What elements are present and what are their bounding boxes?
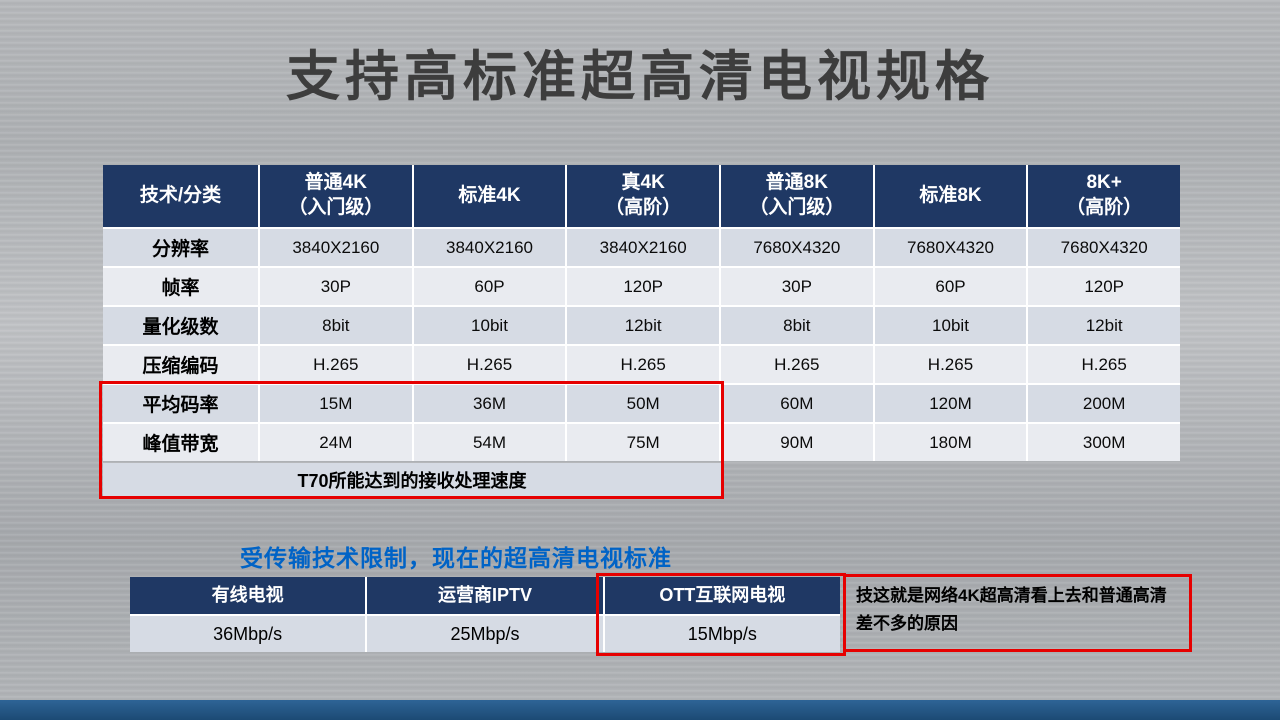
data-cell: 200M bbox=[1028, 385, 1180, 422]
slide-title: 支持高标准超高清电视规格 bbox=[286, 47, 994, 107]
bw-header-ott: OTT互联网电视 bbox=[604, 577, 840, 614]
data-cell: 120P bbox=[1028, 268, 1180, 305]
transmission-limit-subtitle: 受传输技术限制，现在的超高清电视标准 bbox=[240, 545, 672, 571]
bw-value-cable: 36Mbp/s bbox=[130, 616, 366, 652]
data-cell: 300M bbox=[1028, 424, 1180, 461]
data-cell: 3840X2160 bbox=[567, 229, 719, 266]
reason-note-box: 技这就是网络4K超高清看上去和普通高清差不多的原因 bbox=[843, 574, 1192, 652]
row-label-bitdepth: 量化级数 bbox=[103, 307, 258, 344]
data-cell: 8bit bbox=[260, 307, 412, 344]
data-cell: 7680X4320 bbox=[1028, 229, 1180, 266]
spec-header-8k-plus: 8K+ （高阶） bbox=[1028, 165, 1180, 227]
data-cell: 54M bbox=[413, 424, 566, 461]
row-label-peak-bandwidth: 峰值带宽 bbox=[103, 424, 258, 461]
bw-header-iptv: 运营商IPTV bbox=[367, 577, 603, 614]
data-cell: 180M bbox=[874, 424, 1027, 461]
spec-header-4k-entry: 普通4K （入门级） bbox=[260, 165, 412, 227]
data-cell: 50M bbox=[567, 385, 719, 422]
data-cell: 60P bbox=[413, 268, 566, 305]
data-cell: 30P bbox=[260, 268, 412, 305]
data-cell: H.265 bbox=[721, 346, 873, 383]
row-label-avg-bitrate: 平均码率 bbox=[103, 385, 258, 422]
bottom-accent-bar bbox=[0, 700, 1280, 720]
data-cell: H.265 bbox=[874, 346, 1027, 383]
t70-speed-caption: T70所能达到的接收处理速度 bbox=[103, 463, 721, 497]
spec-header-8k-standard: 标准8K bbox=[874, 165, 1027, 227]
data-cell: 24M bbox=[260, 424, 412, 461]
data-cell: 120P bbox=[567, 268, 719, 305]
data-cell: 36M bbox=[413, 385, 566, 422]
data-cell: 60M bbox=[721, 385, 873, 422]
bw-header-cable: 有线电视 bbox=[130, 577, 366, 614]
data-cell: 120M bbox=[874, 385, 1027, 422]
data-cell: 12bit bbox=[1028, 307, 1180, 344]
spec-header-4k-true: 真4K （高阶） bbox=[567, 165, 719, 227]
data-cell: 60P bbox=[874, 268, 1027, 305]
data-cell: 8bit bbox=[721, 307, 873, 344]
data-cell: 30P bbox=[721, 268, 873, 305]
data-cell: 3840X2160 bbox=[260, 229, 412, 266]
row-label-resolution: 分辨率 bbox=[103, 229, 258, 266]
data-cell: 15M bbox=[260, 385, 412, 422]
data-cell: H.265 bbox=[567, 346, 719, 383]
bw-value-iptv: 25Mbp/s bbox=[367, 616, 603, 652]
data-cell: 7680X4320 bbox=[874, 229, 1027, 266]
data-cell: 90M bbox=[721, 424, 873, 461]
data-cell: 10bit bbox=[413, 307, 566, 344]
spec-header-4k-standard: 标准4K bbox=[413, 165, 566, 227]
reason-note-text: 技这就是网络4K超高清看上去和普通高清差不多的原因 bbox=[856, 586, 1167, 634]
bw-value-ott: 15Mbp/s bbox=[604, 616, 840, 652]
data-cell: 10bit bbox=[874, 307, 1027, 344]
data-cell: 3840X2160 bbox=[413, 229, 566, 266]
data-cell: H.265 bbox=[1028, 346, 1180, 383]
data-cell: 12bit bbox=[567, 307, 719, 344]
row-label-framerate: 帧率 bbox=[103, 268, 258, 305]
bandwidth-table: 有线电视 运营商IPTV OTT互联网电视 36Mbp/s 25Mbp/s 15… bbox=[130, 577, 840, 652]
data-cell: H.265 bbox=[260, 346, 412, 383]
data-cell: 75M bbox=[567, 424, 719, 461]
spec-header-8k-entry: 普通8K （入门级） bbox=[721, 165, 873, 227]
spec-header-category: 技术/分类 bbox=[103, 165, 258, 227]
row-label-codec: 压缩编码 bbox=[103, 346, 258, 383]
data-cell: 7680X4320 bbox=[721, 229, 873, 266]
data-cell: H.265 bbox=[413, 346, 566, 383]
spec-table: 技术/分类 普通4K （入门级） 标准4K 真4K （高阶） 普通8K （入门级… bbox=[103, 165, 1180, 461]
